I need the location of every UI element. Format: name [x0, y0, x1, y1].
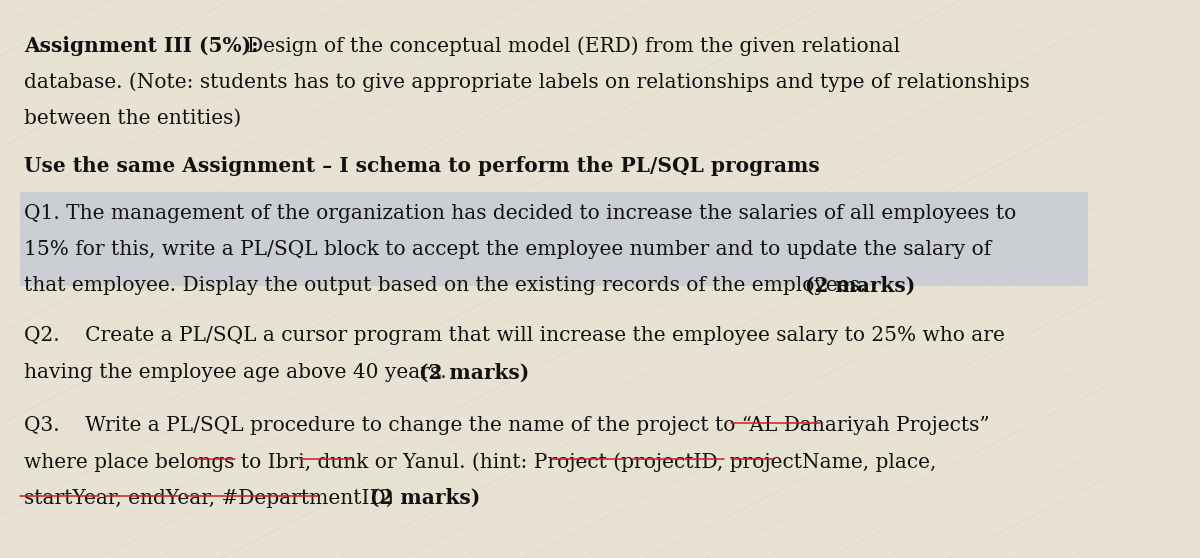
Text: (2 marks): (2 marks): [419, 363, 529, 383]
Text: where place belongs to Ibri, dunk or Yanul. (hint: Project (projectID, projectNa: where place belongs to Ibri, dunk or Yan…: [24, 452, 937, 472]
Text: startYear, endYear, #DepartmentID): startYear, endYear, #DepartmentID): [24, 488, 400, 508]
Text: (2 marks): (2 marks): [370, 488, 480, 508]
Text: database. (Note: students has to give appropriate labels on relationships and ty: database. (Note: students has to give ap…: [24, 73, 1030, 92]
Text: that employee. Display the output based on the existing records of the employees: that employee. Display the output based …: [24, 276, 872, 295]
Text: (2 marks): (2 marks): [805, 276, 916, 296]
Text: Use the same Assignment – I schema to perform the PL/SQL programs: Use the same Assignment – I schema to pe…: [24, 156, 820, 176]
Text: having the employee age above 40 years.: having the employee age above 40 years.: [24, 363, 454, 382]
Text: Q1. The management of the organization has decided to increase the salaries of a: Q1. The management of the organization h…: [24, 204, 1016, 223]
FancyBboxPatch shape: [20, 192, 1088, 286]
Text: Design of the conceptual model (ERD) from the given relational: Design of the conceptual model (ERD) fro…: [246, 36, 900, 56]
Text: Q3.    Write a PL/SQL procedure to change the name of the project to “AL Dahariy: Q3. Write a PL/SQL procedure to change t…: [24, 416, 990, 435]
Text: 15% for this, write a PL/SQL block to accept the employee number and to update t: 15% for this, write a PL/SQL block to ac…: [24, 240, 991, 259]
Text: between the entities): between the entities): [24, 109, 241, 128]
Text: Q2.    Create a PL/SQL a cursor program that will increase the employee salary t: Q2. Create a PL/SQL a cursor program tha…: [24, 326, 1006, 345]
Text: Assignment III (5%):: Assignment III (5%):: [24, 36, 266, 56]
